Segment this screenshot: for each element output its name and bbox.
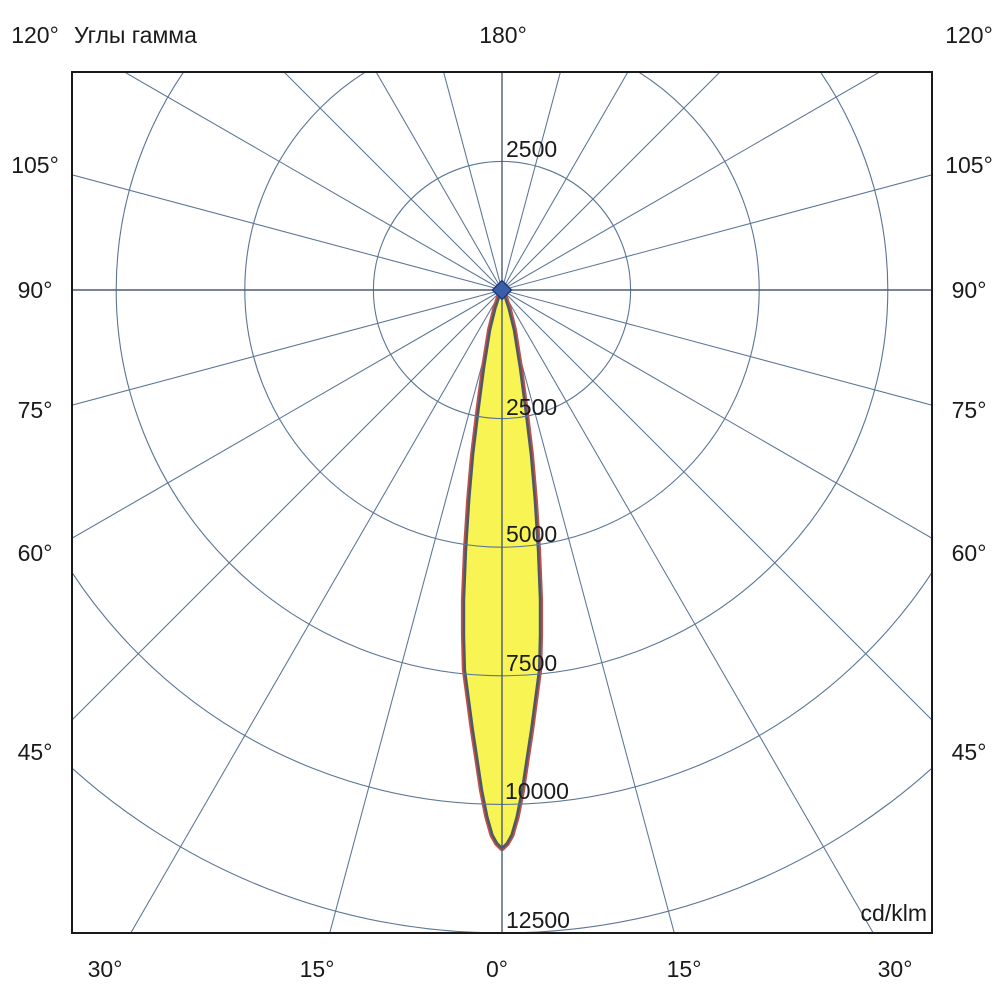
center-marker-diamond [491,279,513,301]
radial-tick-5000: 5000 [506,521,557,547]
grid-ray-150deg [501,72,629,291]
gamma-label-bottom-15-left: 15° [300,956,335,982]
grid-ray-330deg [130,289,503,933]
gamma-label-bottom-30-left: 30° [88,956,123,982]
corner-angle-label-top-left: 120° [11,22,59,48]
grid-ray-75deg [501,289,932,406]
grid-ray-165deg [501,72,561,291]
grid-ray-240deg [123,72,503,291]
radial-tick-10000: 10000 [505,778,569,804]
grid-ray-105deg [501,174,932,291]
grid-ray-225deg [283,72,503,291]
radial-tick-12500: 12500 [506,907,570,933]
gamma-label-left-45: 45° [18,739,53,765]
grid-ray-300deg [72,289,503,539]
grid-ray-255deg [72,174,503,291]
grid-ray-195deg [443,72,503,291]
grid-ray-120deg [501,72,881,291]
gamma-label-left-90: 90° [18,277,53,303]
unit-label: cd/klm [861,900,927,926]
radial-tick-2500-upper: 2500 [506,136,557,162]
grid-ray-60deg [501,289,932,539]
grid-ray-30deg [501,289,874,933]
gamma-label-right-75: 75° [952,397,987,423]
gamma-label-right-105: 105° [945,152,993,178]
grid-ray-285deg [72,289,503,406]
radial-tick-2500-lower: 2500 [506,394,557,420]
gamma-label-right-90: 90° [952,277,987,303]
grid-ray-210deg [375,72,503,291]
gamma-label-left-75: 75° [18,397,53,423]
gamma-label-left-105: 105° [11,152,59,178]
grid-ray-135deg [501,72,721,291]
grid-ray-45deg [501,289,932,721]
corner-angle-label-top-right: 120° [945,22,993,48]
gamma-label-bottom-15-right: 15° [667,956,702,982]
chart-title: Углы гамма [74,22,197,48]
gamma-label-bottom-30-right: 30° [878,956,913,982]
plot-border [71,71,933,934]
gamma-label-180: 180° [479,22,527,48]
grid-ray-15deg [501,289,675,933]
gamma-label-right-60: 60° [952,540,987,566]
gamma-label-right-45: 45° [952,739,987,765]
grid-ray-315deg [72,289,503,721]
gamma-label-bottom-0: 0° [486,956,508,982]
radial-tick-7500: 7500 [506,650,557,676]
grid-ray-345deg [329,289,503,933]
gamma-label-left-60: 60° [18,540,53,566]
